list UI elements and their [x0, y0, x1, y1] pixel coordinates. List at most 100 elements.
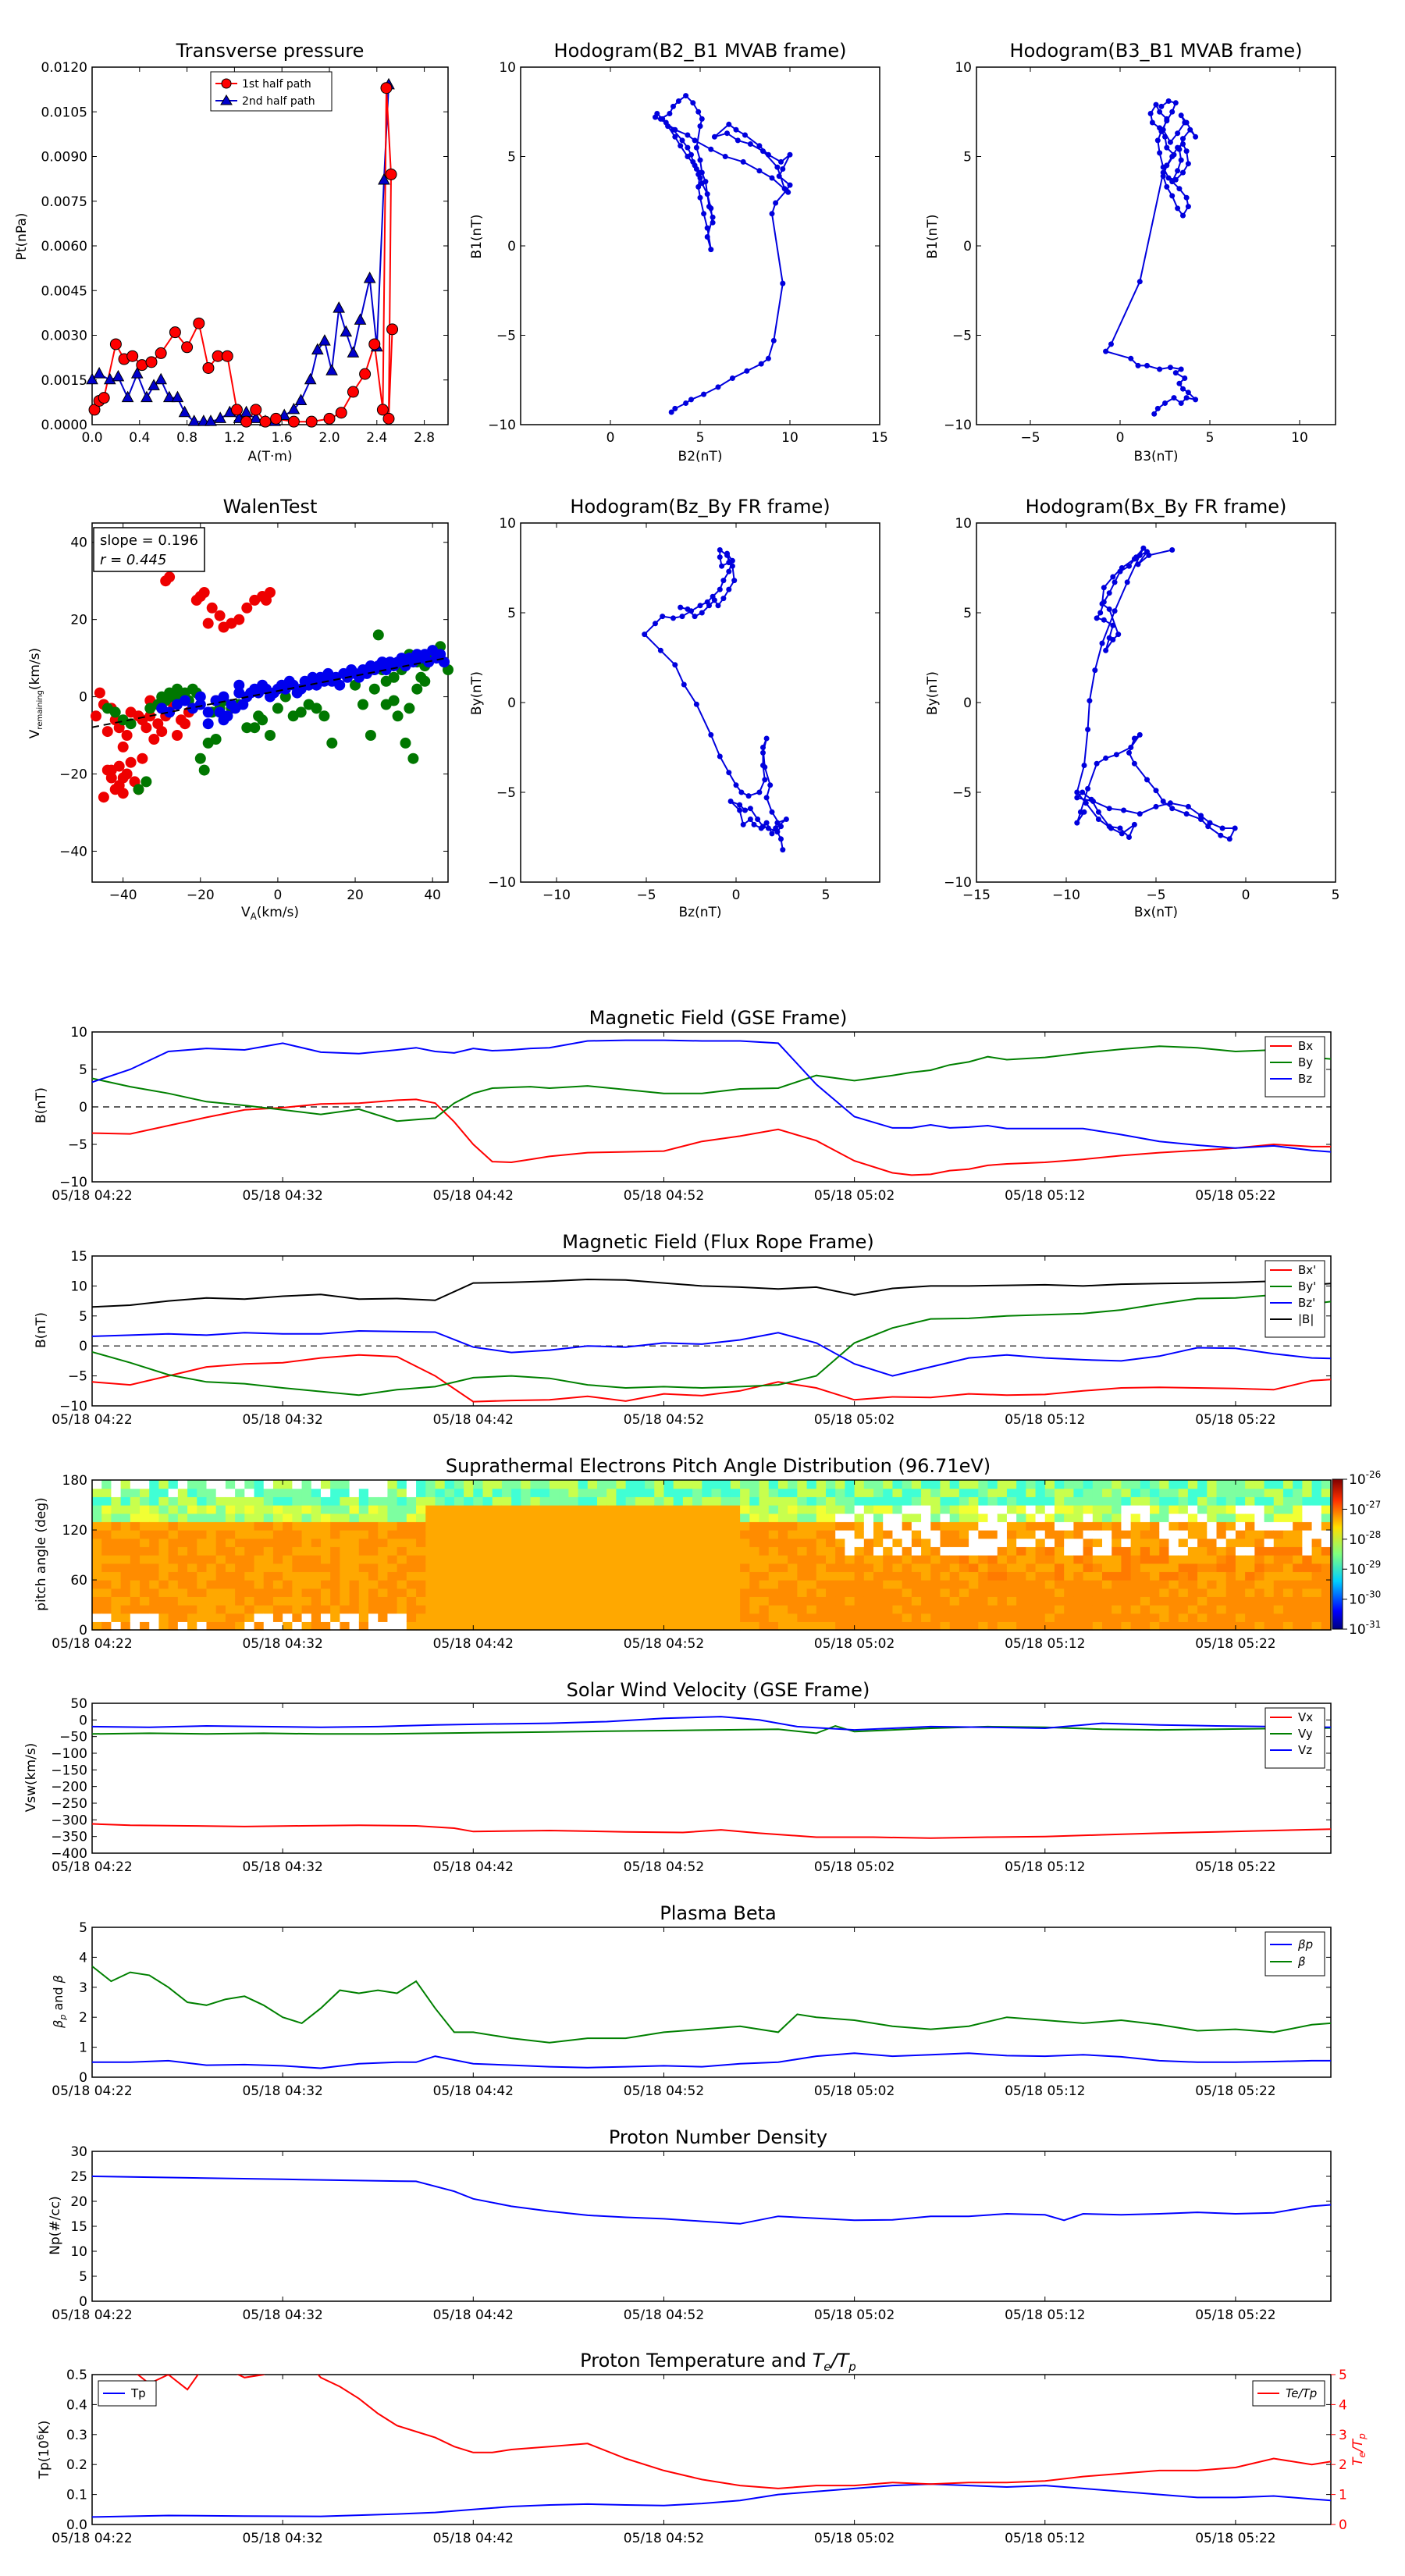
heatmap-cell	[1187, 1496, 1198, 1506]
heatmap-cell	[997, 1596, 1008, 1606]
plot-frame	[91, 1255, 1332, 1407]
heatmap-cell	[1026, 1555, 1037, 1564]
heatmap-cell	[492, 1546, 503, 1556]
data-point	[742, 807, 748, 813]
heatmap-cell	[663, 1555, 674, 1564]
heatmap-cell	[806, 1521, 817, 1531]
heatmap-cell	[283, 1538, 293, 1547]
data-point	[678, 143, 684, 149]
heatmap-cell	[863, 1521, 874, 1531]
heatmap-cell	[416, 1530, 426, 1539]
heatmap-cell	[768, 1596, 779, 1606]
data-point	[747, 806, 753, 812]
heatmap-cell	[1302, 1605, 1313, 1614]
heatmap-cell	[1293, 1488, 1303, 1497]
heatmap-cell	[330, 1538, 340, 1547]
heatmap-cell	[797, 1596, 808, 1606]
data-point	[724, 552, 730, 558]
heatmap-cell	[568, 1513, 579, 1522]
heatmap-cell	[130, 1480, 140, 1489]
heatmap-cell	[969, 1621, 979, 1631]
x-tick-label: −20	[187, 888, 215, 903]
heatmap-cell	[539, 1596, 550, 1606]
heatmap-cell	[140, 1530, 150, 1539]
heatmap-cell	[283, 1588, 293, 1597]
heatmap-cell	[464, 1596, 474, 1606]
data-point	[400, 737, 411, 749]
heatmap-cell	[130, 1555, 140, 1564]
data-point	[210, 734, 222, 745]
heatmap-cell	[768, 1563, 779, 1572]
heatmap-cell	[283, 1505, 293, 1514]
heatmap-cell	[978, 1530, 989, 1539]
data-point	[218, 714, 229, 726]
data-point	[717, 753, 723, 760]
heatmap-cell	[654, 1496, 665, 1506]
heatmap-cell	[1235, 1580, 1246, 1589]
heatmap-cell	[997, 1496, 1008, 1506]
heatmap-cell	[425, 1530, 436, 1539]
heatmap-cell	[1006, 1505, 1017, 1514]
heatmap-cell	[1187, 1621, 1198, 1631]
x-axis-label: A(T·m)	[247, 449, 292, 464]
heatmap-cell	[387, 1530, 398, 1539]
heatmap-cell	[283, 1596, 293, 1606]
data-point	[1081, 809, 1087, 815]
heatmap-cell	[911, 1596, 922, 1606]
heatmap-cell	[1150, 1596, 1160, 1606]
heatmap-cell	[416, 1563, 426, 1572]
heatmap-cell	[177, 1555, 188, 1564]
heatmap-cell	[1026, 1488, 1037, 1497]
heatmap-cell	[1102, 1613, 1112, 1622]
heatmap-cell	[1282, 1488, 1293, 1497]
data-point	[109, 338, 122, 350]
heatmap-cell	[349, 1513, 360, 1522]
heatmap-cell	[825, 1613, 836, 1622]
heatmap-cell	[997, 1605, 1008, 1614]
heatmap-cell	[130, 1613, 140, 1622]
heatmap-cell	[1273, 1613, 1284, 1622]
heatmap-cell	[692, 1588, 702, 1597]
heatmap-cell	[759, 1555, 770, 1564]
heatmap-cell	[140, 1580, 150, 1589]
data-point	[318, 710, 330, 722]
heatmap-cell	[206, 1588, 217, 1597]
heatmap-cell	[1293, 1580, 1303, 1589]
heatmap-cell	[549, 1563, 560, 1572]
heatmap-cell	[158, 1496, 169, 1506]
heatmap-cell	[187, 1505, 197, 1514]
heatmap-cell	[235, 1505, 245, 1514]
heatmap-cell	[883, 1538, 894, 1547]
heatmap-cell	[1112, 1563, 1122, 1572]
heatmap-cell	[587, 1613, 598, 1622]
data-point	[1085, 727, 1091, 732]
heatmap-cell	[997, 1513, 1008, 1522]
data-point	[241, 722, 253, 734]
heatmap-cell	[702, 1580, 713, 1589]
heatmap-cell	[1273, 1480, 1284, 1489]
y-tick-label: 5	[963, 606, 972, 621]
heatmap-cell	[549, 1488, 560, 1497]
heatmap-cell	[720, 1513, 731, 1522]
heatmap-cell	[1216, 1546, 1227, 1556]
heatmap-cell	[911, 1605, 922, 1614]
data-point	[710, 214, 716, 220]
heatmap-cell	[272, 1496, 283, 1506]
heatmap-cell	[816, 1513, 827, 1522]
data-point	[265, 587, 276, 598]
heatmap-cell	[358, 1480, 369, 1489]
heatmap-cell	[1254, 1496, 1265, 1506]
heatmap-cell	[1064, 1546, 1074, 1556]
heatmap-cell	[197, 1555, 208, 1564]
heatmap-cell	[187, 1538, 197, 1547]
heatmap-cell	[283, 1480, 293, 1489]
heatmap-cell	[292, 1488, 303, 1497]
data-point	[769, 211, 775, 217]
y-tick-label: 0.0090	[41, 150, 87, 165]
x-tick-label: 05/18 04:22	[52, 1636, 132, 1652]
heatmap-cell	[940, 1605, 951, 1614]
heatmap-cell	[1293, 1521, 1303, 1531]
heatmap-cell	[473, 1555, 484, 1564]
heatmap-cell	[1178, 1605, 1189, 1614]
